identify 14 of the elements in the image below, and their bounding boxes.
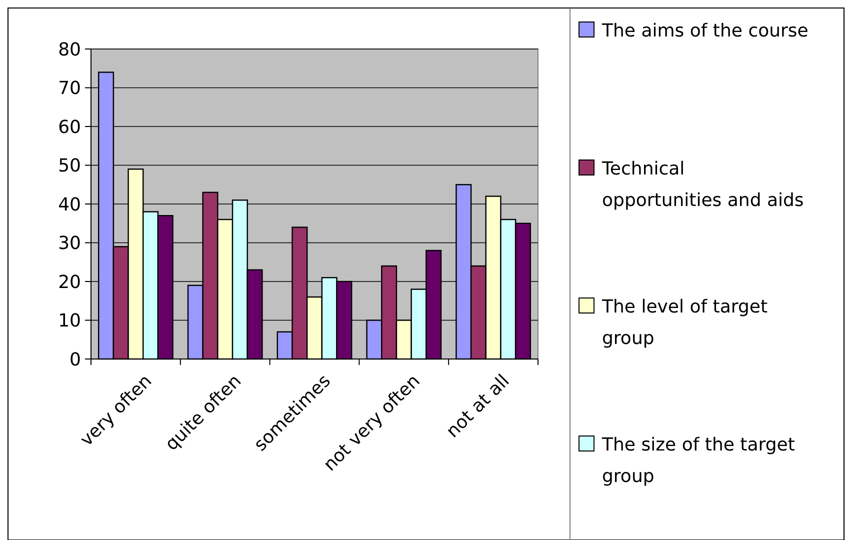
legend-label: Technical opportunities and aids [601,158,804,211]
x-tick-label: not at all [442,370,514,442]
y-tick-label: 0 [70,349,81,370]
legend-label: The level of target group [601,296,768,349]
y-tick-label: 30 [58,233,81,254]
y-tick-label: 50 [58,156,81,177]
y-tick-label: 40 [58,194,81,216]
y-tick-label: 60 [58,116,81,138]
legend-label: The size of the target group [601,434,795,487]
legend-label: The aims of the course [601,20,808,42]
y-tick-label: 20 [58,272,81,293]
y-tick-label: 80 [58,39,81,60]
y-tick-label: 70 [58,78,81,100]
y-tick-label: 10 [58,310,81,332]
